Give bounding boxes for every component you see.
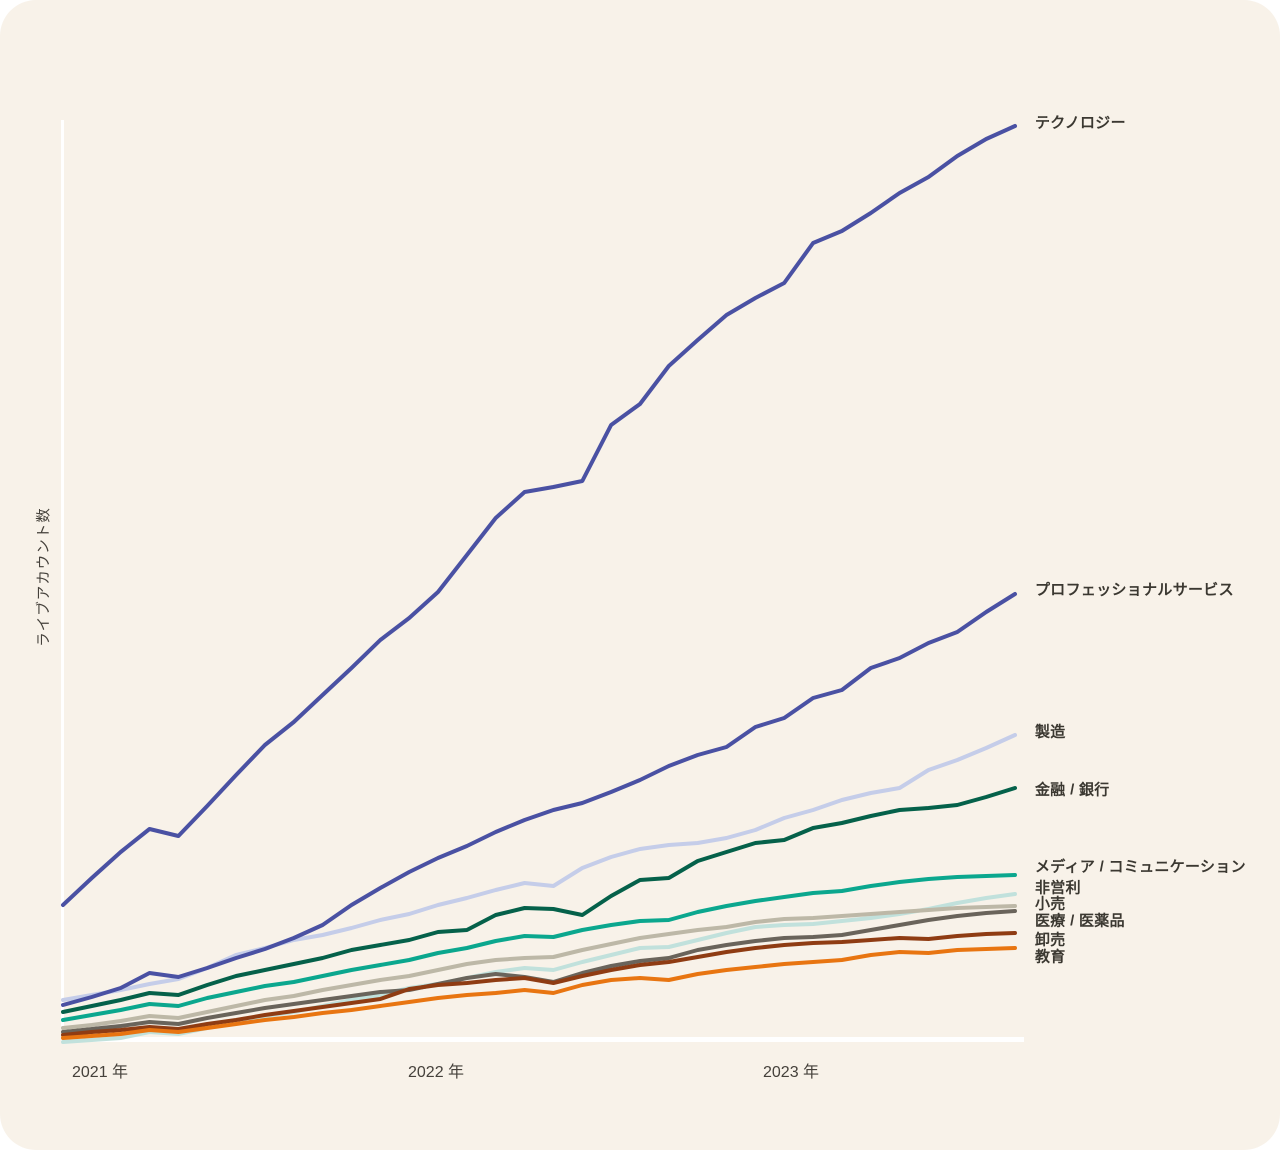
y-axis-line (61, 120, 64, 1042)
series-line-9 (61, 946, 1017, 1040)
series-label-8: 卸売 (1035, 931, 1066, 949)
series-line-2 (61, 733, 1017, 1002)
x-axis-line (61, 1037, 1024, 1042)
series-line-6 (61, 904, 1017, 1030)
series-line-0 (61, 124, 1017, 907)
series-line-3 (61, 786, 1017, 1014)
series-label-1: プロフェッショナルサービス (1035, 581, 1234, 599)
series-label-5: 非営利 (1035, 879, 1081, 897)
series-label-0: テクノロジー (1035, 114, 1126, 132)
series-label-7: 医療 / 医薬品 (1035, 912, 1125, 930)
series-label-2: 製造 (1035, 723, 1066, 741)
series-label-3: 金融 / 銀行 (1035, 781, 1110, 799)
line-chart-plot (61, 124, 1017, 1044)
x-axis-tick-2023: 2023 年 (763, 1064, 820, 1081)
series-line-8 (61, 931, 1017, 1037)
series-label-6: 小売 (1035, 895, 1066, 913)
x-axis-tick-2021: 2021 年 (72, 1064, 129, 1081)
x-axis-tick-2022: 2022 年 (408, 1064, 465, 1081)
series-line-4 (61, 873, 1017, 1022)
y-axis-title: ライブアカウント数 (36, 507, 53, 647)
series-label-9: 教育 (1035, 948, 1066, 966)
series-label-4: メディア / コミュニケーション (1035, 858, 1246, 876)
series-line-1 (61, 592, 1017, 1007)
